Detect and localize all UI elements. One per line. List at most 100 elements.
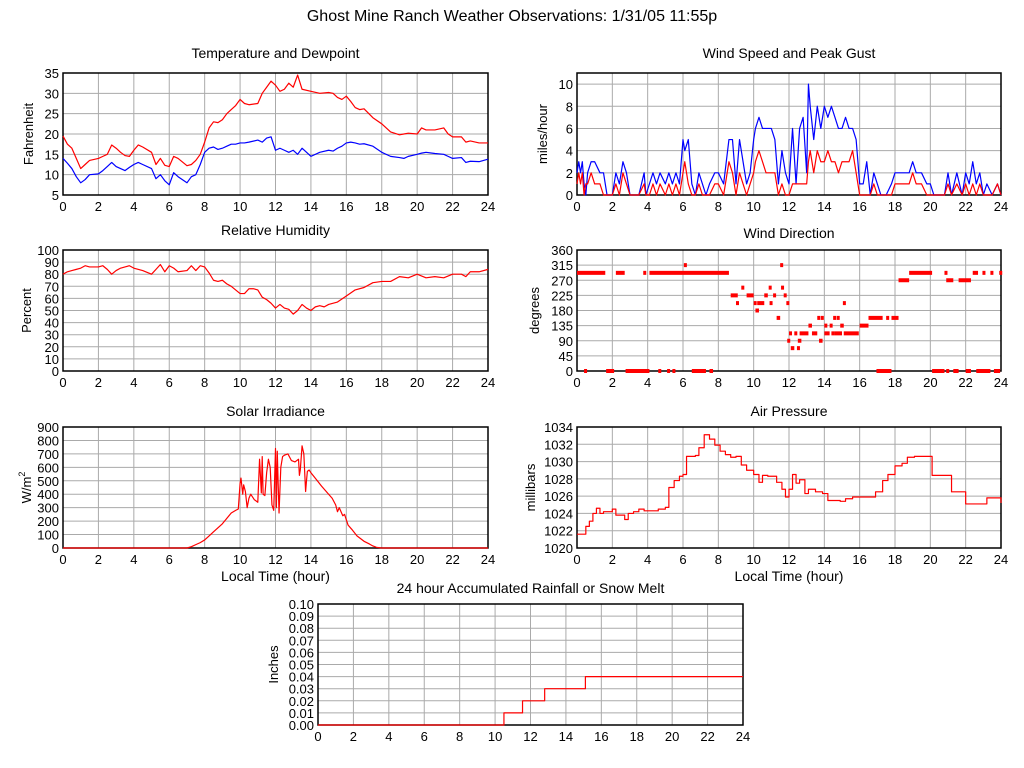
x-tick-label: 16 (852, 199, 866, 214)
x-tick-label: 18 (888, 199, 902, 214)
y-tick-label: 0.01 (289, 706, 314, 721)
y-tick-label: 8 (566, 99, 573, 114)
data-point-wind-direction (909, 270, 933, 275)
x-tick-label: 0 (573, 199, 580, 214)
x-tick-label: 24 (481, 375, 495, 390)
x-tick-label: 0 (59, 199, 66, 214)
data-point-wind-direction (764, 293, 768, 298)
y-axis-label: degrees (527, 287, 542, 334)
y-tick-label: 10 (559, 77, 573, 92)
data-point-wind-direction (840, 323, 844, 328)
x-tick-label: 18 (888, 552, 902, 567)
x-tick-label: 0 (59, 552, 66, 567)
x-tick-label: 8 (715, 199, 722, 214)
y-axis-label: W/m2 (17, 472, 34, 504)
x-tick-label: 14 (559, 729, 573, 744)
x-tick-label: 22 (958, 375, 972, 390)
x-tick-label: 20 (410, 375, 424, 390)
y-axis-label: Inches (266, 645, 281, 684)
data-point-wind-direction (811, 331, 818, 336)
x-tick-label: 8 (201, 552, 208, 567)
data-point-wind-direction (643, 270, 647, 275)
data-point-wind-direction (781, 285, 785, 290)
x-tick-label: 24 (481, 199, 495, 214)
data-point-wind-direction (829, 323, 833, 328)
data-point-wind-direction (799, 331, 809, 336)
x-tick-label: 24 (736, 729, 750, 744)
data-point-wind-direction (976, 369, 991, 373)
y-tick-label: 4 (566, 144, 573, 159)
plot-frame (576, 249, 1002, 372)
data-point-wind-direction (672, 369, 676, 373)
x-tick-label: 18 (375, 552, 389, 567)
data-point-wind-direction (797, 338, 802, 343)
x-tick-label: 12 (268, 375, 282, 390)
x-tick-label: 0 (59, 375, 66, 390)
data-point-wind-direction (990, 270, 994, 275)
x-tick-label: 12 (782, 552, 796, 567)
x-tick-label: 6 (166, 199, 173, 214)
data-point-wind-direction (842, 301, 846, 306)
x-tick-label: 10 (488, 729, 502, 744)
y-tick-label: 400 (37, 487, 59, 502)
x-tick-label: 16 (852, 552, 866, 567)
x-tick-label: 0 (314, 729, 321, 744)
series-line-air-pressure (577, 434, 1002, 535)
data-point-wind-direction (965, 369, 971, 373)
y-tick-label: 1028 (544, 472, 573, 487)
x-tick-label: 16 (852, 375, 866, 390)
data-point-wind-direction (753, 301, 757, 306)
x-tick-label: 8 (456, 729, 463, 744)
x-tick-label: 14 (817, 199, 831, 214)
y-tick-label: 35 (45, 66, 59, 81)
x-tick-label: 0 (573, 552, 580, 567)
data-point-wind-direction (658, 369, 662, 373)
y-tick-label: 135 (551, 319, 573, 334)
y-tick-label: 0.09 (289, 609, 314, 624)
x-tick-label: 16 (339, 375, 353, 390)
data-point-wind-direction (773, 293, 777, 298)
x-tick-label: 2 (350, 729, 357, 744)
data-point-wind-direction (999, 270, 1003, 275)
chart-title: Air Pressure (750, 403, 827, 419)
x-tick-label: 14 (304, 552, 318, 567)
y-tick-label: 100 (37, 243, 59, 258)
data-point-wind-direction (683, 263, 687, 268)
x-tick-label: 20 (410, 552, 424, 567)
chart-rainfall: 24 hour Accumulated Rainfall or Snow Mel… (266, 580, 750, 744)
x-tick-label: 20 (665, 729, 679, 744)
data-point-wind-direction (757, 301, 765, 306)
series-line-solar-irradiance (63, 445, 488, 549)
y-tick-label: 225 (551, 288, 573, 303)
x-tick-label: 8 (201, 199, 208, 214)
x-tick-label: 16 (594, 729, 608, 744)
y-tick-label: 600 (37, 460, 59, 475)
chart-title: Wind Speed and Peak Gust (703, 45, 876, 61)
data-point-wind-direction (691, 369, 706, 373)
x-tick-label: 24 (994, 375, 1008, 390)
x-tick-label: 6 (421, 729, 428, 744)
data-point-wind-direction (831, 331, 835, 336)
data-point-wind-direction (667, 369, 671, 373)
y-tick-label: 70 (45, 279, 59, 294)
x-tick-label: 12 (523, 729, 537, 744)
data-point-wind-direction (886, 315, 890, 320)
y-tick-label: 6 (566, 121, 573, 136)
x-tick-label: 6 (166, 552, 173, 567)
x-tick-label: 20 (923, 375, 937, 390)
plot-frame (62, 72, 489, 196)
series-line-wind-speed (576, 150, 1002, 196)
y-tick-label: 1030 (544, 455, 573, 470)
data-point-wind-direction (953, 369, 959, 373)
x-tick-label: 2 (95, 199, 102, 214)
y-tick-label: 100 (37, 528, 59, 543)
y-tick-label: 30 (45, 328, 59, 343)
y-tick-label: 180 (551, 304, 573, 319)
y-tick-label: 90 (45, 255, 59, 270)
data-point-wind-direction (741, 285, 745, 290)
x-tick-label: 4 (130, 375, 137, 390)
